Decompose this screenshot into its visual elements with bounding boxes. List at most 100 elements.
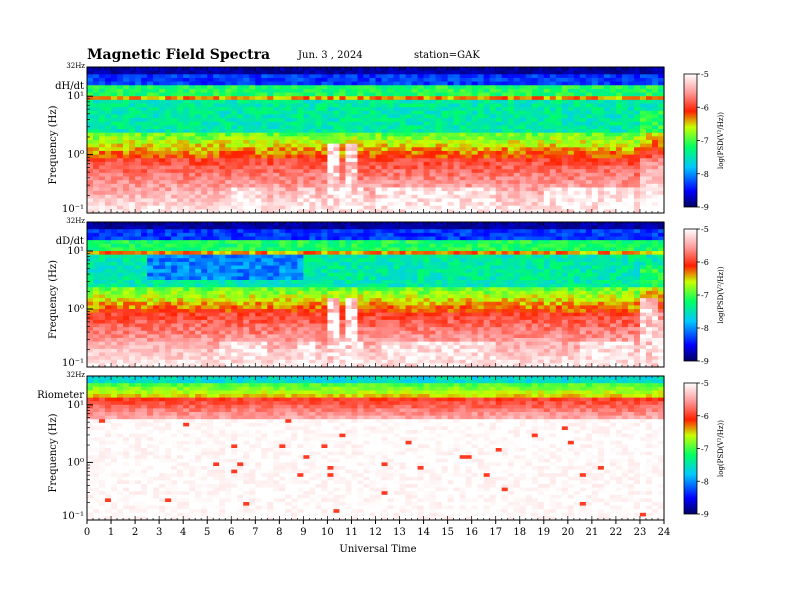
spectrogram-cell xyxy=(87,280,94,285)
spectrogram-cell xyxy=(651,183,659,189)
spectrogram-cell xyxy=(153,341,160,346)
spectrogram-cell xyxy=(219,118,226,123)
spectrogram-cell xyxy=(549,165,557,170)
spectrogram-cell xyxy=(153,294,160,299)
spectrogram-cell xyxy=(159,191,166,196)
spectrogram-cell xyxy=(141,243,148,248)
spectrogram-cell xyxy=(237,67,244,72)
spectrogram-cell xyxy=(321,125,329,130)
spectrogram-cell xyxy=(615,169,623,174)
spectrogram-cell xyxy=(141,330,148,335)
spectrogram-cell xyxy=(249,176,256,181)
spectrogram-cell xyxy=(321,77,329,83)
spectrogram-cell xyxy=(93,298,100,303)
spectrogram-cell xyxy=(531,121,539,126)
spectrogram-cell xyxy=(195,330,202,335)
spectrogram-cell xyxy=(573,103,581,108)
spectrogram-cell xyxy=(105,352,112,357)
spectrogram-cell xyxy=(219,92,226,97)
spectrogram-cell xyxy=(573,70,581,75)
spectrogram-cell xyxy=(189,143,196,148)
spectrogram-cell xyxy=(507,172,515,178)
spectrogram-cell xyxy=(111,243,118,248)
spectrogram-cell xyxy=(531,187,539,192)
spectrogram-cell xyxy=(195,276,202,281)
spectrogram-cell xyxy=(321,81,329,86)
spectrogram-cell xyxy=(573,136,581,141)
spectrogram-cell xyxy=(597,176,605,181)
spectrogram-cell xyxy=(315,205,323,210)
spectrogram-cell xyxy=(147,225,154,230)
spectrogram-cell xyxy=(369,194,377,199)
spectrogram-cell xyxy=(315,191,323,196)
spectrogram-cell xyxy=(369,125,377,130)
spectrogram-cell xyxy=(303,103,310,108)
spectrogram-cell xyxy=(579,67,587,72)
spectrogram-cell xyxy=(465,187,473,192)
spectrogram-cell xyxy=(603,136,611,141)
spectrogram-cell xyxy=(195,251,202,256)
spectrogram-cell xyxy=(417,85,425,90)
spectrogram-cell xyxy=(453,202,461,207)
spectrogram-cell xyxy=(189,172,196,178)
spectrogram-cell xyxy=(189,341,196,346)
spectrogram-cell xyxy=(87,265,94,270)
spectrogram-cell xyxy=(531,154,539,159)
spectrogram-cell xyxy=(447,140,455,145)
spectrogram-cell xyxy=(189,110,196,116)
spectrogram-cell xyxy=(495,125,503,130)
spectrogram-cell xyxy=(435,85,443,90)
spectrogram-cell xyxy=(387,161,395,167)
spectrogram-cell xyxy=(135,176,142,181)
spectrogram-cell xyxy=(207,132,214,137)
spectrogram-cell xyxy=(183,202,190,207)
spectrogram-cell xyxy=(105,280,112,285)
spectrogram-cell xyxy=(519,194,527,199)
spectrogram-cell xyxy=(243,81,250,86)
spectrogram-cell xyxy=(561,176,569,181)
spectrogram-cell xyxy=(573,150,581,156)
spectrogram-cell xyxy=(159,114,166,119)
spectrogram-cell xyxy=(351,172,359,178)
spectrogram-cell xyxy=(345,143,353,148)
spectrogram-cell xyxy=(321,129,329,134)
spectrogram-cell xyxy=(93,158,100,163)
spectrogram-cell xyxy=(177,272,184,277)
spectrogram-cell xyxy=(459,161,467,167)
spectrogram-cell xyxy=(423,154,431,159)
spectrogram-cell xyxy=(141,258,148,263)
spectrogram-cell xyxy=(645,150,653,156)
spectrogram-cell xyxy=(453,107,461,112)
spectrogram-cell xyxy=(381,110,389,116)
spectrogram-cell xyxy=(195,85,202,90)
spectrogram-cell xyxy=(177,158,184,163)
spectrogram-cell xyxy=(405,143,413,148)
spectrogram-cell xyxy=(279,158,286,163)
spectrogram-cell xyxy=(243,129,250,134)
spectrogram-cell xyxy=(189,338,196,343)
spectrogram-cell xyxy=(285,150,292,156)
spectrogram-cell xyxy=(177,327,184,332)
spectrogram-cell xyxy=(327,154,335,159)
spectrogram-cell xyxy=(105,316,112,321)
spectrogram-cell xyxy=(369,205,377,210)
spectrogram-cell xyxy=(99,348,106,354)
spectrogram-cell xyxy=(87,272,94,277)
spectrogram-cell xyxy=(195,99,202,105)
spectrogram-cell xyxy=(183,107,190,112)
spectrogram-cell xyxy=(525,118,533,123)
spectrogram-cell xyxy=(159,276,166,281)
spectrogram-cell xyxy=(279,132,286,137)
spectrogram-cell xyxy=(345,88,353,94)
spectrogram-cell xyxy=(525,198,533,203)
spectrogram-cell xyxy=(513,198,521,203)
spectrogram-cell xyxy=(447,209,455,214)
spectrogram-cell xyxy=(309,96,316,101)
spectrogram-cell xyxy=(123,298,130,303)
spectrogram-cell xyxy=(315,165,323,170)
spectrogram-cell xyxy=(165,132,172,137)
spectrogram-cell xyxy=(615,67,623,72)
spectrogram-cell xyxy=(177,161,184,167)
spectrogram-cell xyxy=(195,232,202,238)
spectrogram-cell xyxy=(171,176,178,181)
